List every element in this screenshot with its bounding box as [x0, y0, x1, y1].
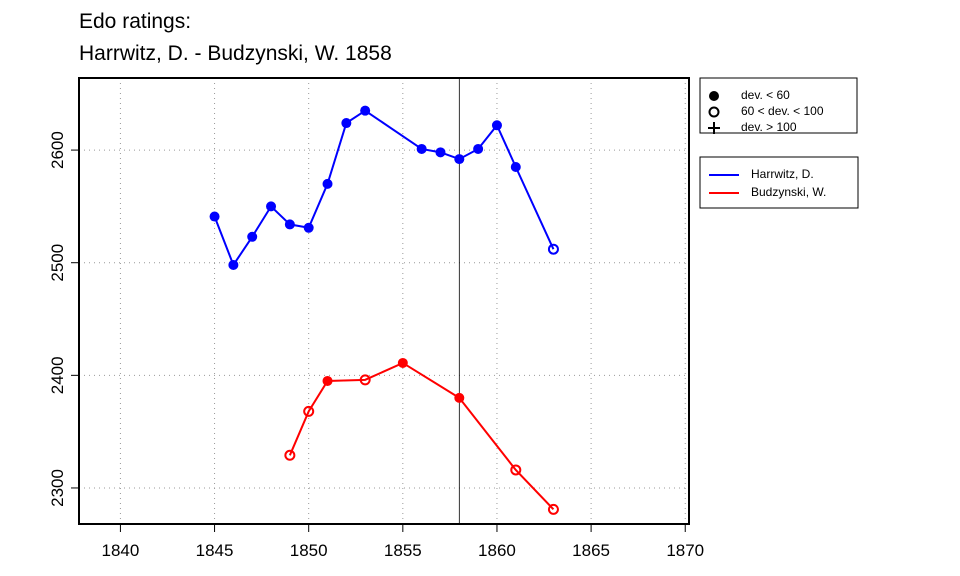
symbol-legend-box [699, 77, 858, 134]
data-point [284, 449, 296, 461]
legend-symbol [708, 106, 720, 118]
chart-subtitle: Harrwitz, D. - Budzynski, W. 1858 [79, 42, 392, 65]
x-tick-label: 1870 [666, 541, 704, 560]
y-tick-label: 2600 [48, 131, 67, 169]
data-point [228, 259, 239, 270]
legend-label: Harrwitz, D. [751, 167, 814, 181]
series-legend-box [699, 156, 859, 209]
data-point [547, 503, 559, 515]
legend-symbol [708, 122, 720, 134]
x-tick-label: 1855 [384, 541, 422, 560]
legend-label: dev. > 100 [741, 120, 797, 134]
x-tick-label: 1850 [290, 541, 328, 560]
data-point [547, 243, 559, 255]
data-point [510, 161, 521, 172]
data-point [209, 211, 220, 222]
x-tick-label: 1865 [572, 541, 610, 560]
legend-symbol [709, 91, 719, 101]
legend-label: 60 < dev. < 100 [741, 104, 824, 118]
data-point [322, 178, 333, 189]
series-line [213, 109, 555, 268]
data-point [473, 143, 484, 154]
data-point [247, 231, 258, 242]
legend-label: dev. < 60 [741, 88, 790, 102]
data-point [284, 219, 295, 230]
data-point [454, 392, 465, 403]
data-point [303, 222, 314, 233]
data-point [359, 374, 371, 386]
y-tick-label: 2500 [48, 244, 67, 282]
x-tick-label: 1860 [478, 541, 516, 560]
plot-frame [78, 77, 690, 525]
data-point [416, 143, 427, 154]
y-tick-label: 2300 [48, 469, 67, 507]
series-line [288, 361, 555, 511]
x-tick-label: 1840 [102, 541, 140, 560]
legend-label: Budzynski, W. [751, 185, 826, 199]
data-point [303, 405, 315, 417]
data-point [341, 118, 352, 129]
data-point [322, 375, 333, 386]
x-tick-label: 1845 [196, 541, 234, 560]
data-point [510, 464, 522, 476]
data-point [397, 357, 408, 368]
data-point [266, 201, 277, 212]
y-tick-label: 2400 [48, 356, 67, 394]
data-point [491, 120, 502, 131]
data-point [435, 147, 446, 158]
chart-title: Edo ratings: [79, 10, 191, 33]
data-point [360, 105, 371, 116]
data-point [454, 154, 465, 165]
